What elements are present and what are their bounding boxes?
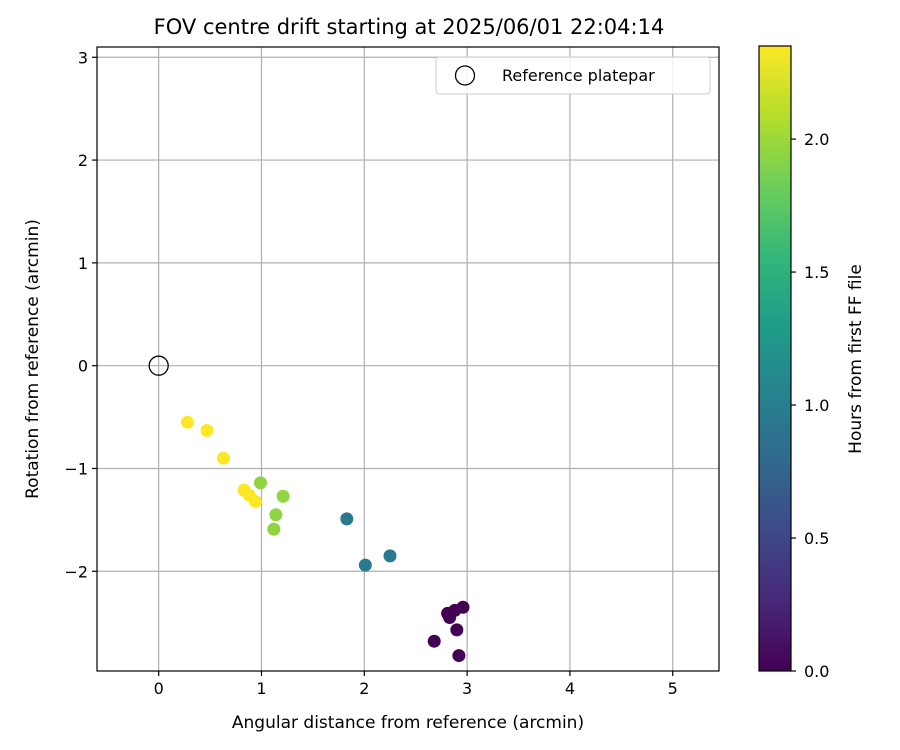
colorbar-frame xyxy=(758,45,792,672)
scatter-point xyxy=(358,558,372,572)
scatter-point xyxy=(383,549,397,563)
colorbar: 0.0 0.5 1.0 1.5 2.0 Hours from first FF file xyxy=(758,45,866,681)
legend-marker-open-circle xyxy=(454,65,476,86)
scatter-point xyxy=(267,522,281,536)
chart-title: FOV centre drift starting at 2025/06/01 … xyxy=(154,15,665,39)
legend-box xyxy=(435,56,711,95)
scatter-point xyxy=(427,634,441,648)
colorbar-label: Hours from first FF file xyxy=(846,264,866,454)
reference-platepar-marker xyxy=(148,355,169,376)
y-tick-label: 3 xyxy=(78,48,88,67)
x-tick-label: 4 xyxy=(565,679,575,698)
scatter-point xyxy=(276,489,290,503)
scatter-point xyxy=(216,451,230,465)
colorbar-tick-label: 2.0 xyxy=(804,130,829,149)
y-tick-label: 1 xyxy=(78,254,88,273)
x-axis-ticks: 0 1 2 3 4 5 xyxy=(154,671,678,698)
scatter-points xyxy=(180,415,470,663)
y-axis-label: Rotation from reference (arcmin) xyxy=(23,219,43,499)
scatter-point xyxy=(452,649,466,663)
x-tick-label: 2 xyxy=(359,679,369,698)
y-tick-label: −2 xyxy=(64,562,88,581)
reference-layer xyxy=(148,355,169,376)
colorbar-gradient xyxy=(759,46,791,671)
grid-lines xyxy=(97,47,719,671)
x-tick-label: 5 xyxy=(668,679,678,698)
legend-label: Reference platepar xyxy=(502,66,655,85)
y-tick-label: 2 xyxy=(78,151,88,170)
x-axis-label: Angular distance from reference (arcmin) xyxy=(232,713,584,733)
x-tick-label: 1 xyxy=(256,679,266,698)
colorbar-tick-label: 0.0 xyxy=(804,662,829,681)
legend: Reference platepar xyxy=(435,56,711,95)
colorbar-tick-label: 0.5 xyxy=(804,529,829,548)
y-axis-ticks: −2 −1 0 1 2 3 xyxy=(64,48,97,581)
scatter-point xyxy=(456,600,470,614)
scatter-point xyxy=(269,508,283,522)
y-tick-label: −1 xyxy=(64,459,88,478)
colorbar-tick-label: 1.0 xyxy=(804,396,829,415)
colorbar-ticks: 0.0 0.5 1.0 1.5 2.0 xyxy=(791,130,829,681)
scatter-point xyxy=(450,623,464,637)
scatter-point xyxy=(248,494,262,508)
scatter-point xyxy=(253,476,267,490)
y-tick-label: 0 xyxy=(78,357,88,376)
x-tick-label: 3 xyxy=(462,679,472,698)
scatter-point xyxy=(180,415,194,429)
colorbar-tick-label: 1.5 xyxy=(804,263,829,282)
plot-frame xyxy=(96,46,720,672)
x-tick-label: 0 xyxy=(154,679,164,698)
scatter-point xyxy=(200,423,214,437)
plot-area-background xyxy=(97,47,719,671)
scatter-point xyxy=(340,512,354,526)
